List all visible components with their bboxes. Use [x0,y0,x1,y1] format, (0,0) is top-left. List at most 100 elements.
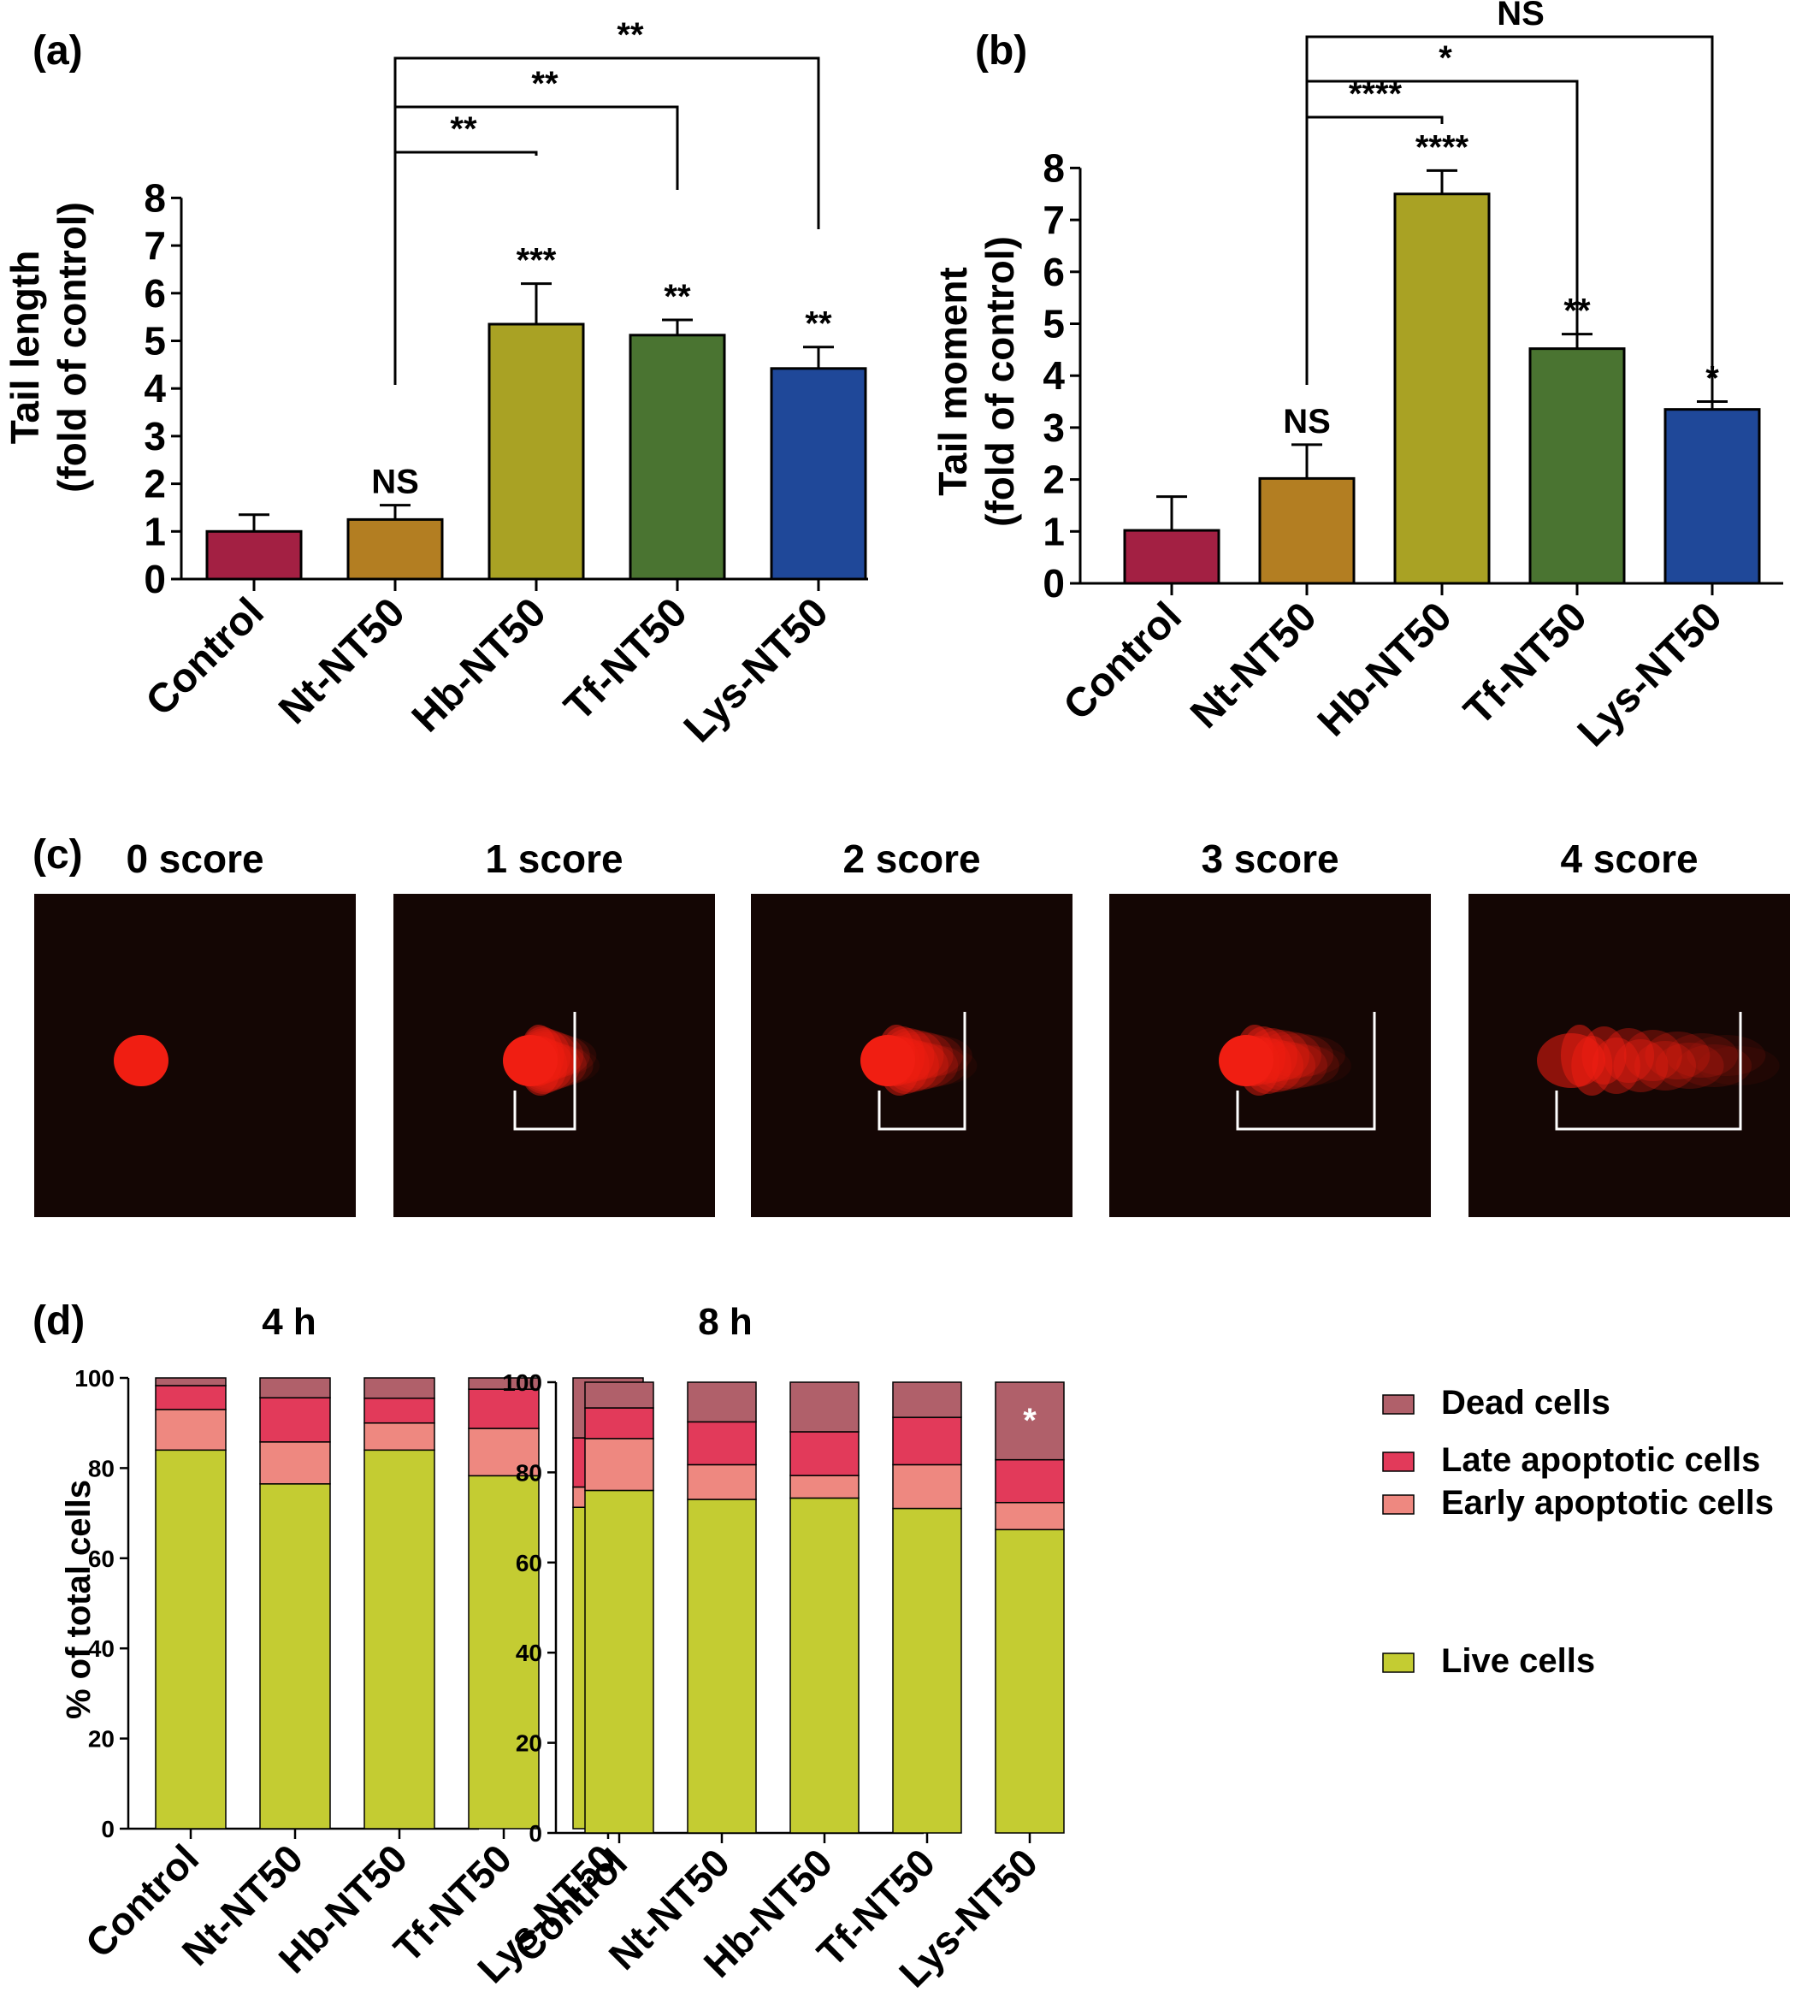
comet-tail [1676,1044,1752,1087]
y-tick-label: 8 [144,175,166,220]
comet-tail [1697,1046,1780,1085]
bar [1528,347,1626,585]
y-tick-label: 20 [516,1730,542,1757]
comparison-label: ** [531,65,558,103]
comparison-label: ** [450,110,477,148]
bar-segment-early [259,1441,331,1485]
bar [1393,192,1491,585]
comet-tail [1259,1043,1327,1089]
score-bracket [513,1012,576,1131]
bar-segment-live [363,1449,435,1830]
comet-tail [1645,1032,1711,1079]
bar-segment-late [687,1421,757,1466]
bar-segment-live [259,1483,331,1830]
comet-head [860,1035,915,1086]
bar-segment-early [584,1438,654,1492]
bar-segment-dead [789,1381,860,1433]
comet-tail [895,1046,978,1085]
comet-head [114,1035,168,1086]
y-tick-label: 0 [144,557,166,601]
bar-segment-dead [995,1381,1065,1461]
y-tick-label: 3 [1043,405,1065,450]
bar-segment-early [363,1422,435,1451]
comet-image [34,894,356,1217]
y-tick-label: 100 [74,1365,115,1392]
y-tick-label: 1 [144,509,166,553]
comet-images: 0 score 1 score 2 score 3 score 4 score [34,837,1790,1217]
y-tick-label: 80 [88,1455,115,1481]
y-tick-label: 8 [1043,145,1065,190]
bar-segment-live [995,1528,1065,1834]
comet-tail [1269,1046,1351,1085]
legend-swatch-live [1382,1652,1415,1673]
bar-segment-dead [892,1381,962,1418]
panel-a-ylabel-line2: (fold of control) [50,202,94,493]
score-bracket [878,1012,966,1131]
y-tick-label: 2 [1043,458,1065,502]
bar [346,517,444,581]
legend-swatch-dead [1382,1394,1415,1415]
y-tick-label: 5 [144,319,166,364]
bar-segment-dead [363,1377,435,1399]
panel-b-ylabel-line2: (fold of control) [978,236,1022,527]
score-bracket [1555,1012,1742,1131]
comet-tail [1267,1035,1345,1076]
bar-segment-dead [584,1381,654,1409]
panel-c-label: (c) [32,832,83,878]
y-tick-label: 7 [144,223,166,268]
comet-tail [1264,1044,1339,1087]
panel-a-ylabel-line1: Tail length [3,251,47,445]
y-tick-label: 6 [1043,250,1065,294]
comparison-label: NS [1497,0,1545,33]
score-bracket [1236,1012,1376,1131]
comet-head [1537,1033,1605,1088]
y-tick-label: 4 [1043,353,1065,398]
bar-segment-late [995,1458,1065,1504]
chart-title: 8 h [698,1301,753,1343]
bar-segment-early [892,1463,962,1510]
y-tick-label: 7 [1043,198,1065,242]
y-tick-label: 0 [529,1820,542,1847]
bar-segment-live [584,1489,654,1834]
bar-segment-dead [155,1377,227,1386]
comet-tail [1592,1038,1640,1094]
comparison-bracket [1305,35,1714,400]
panel-d-ylabel: % of total cells [60,1480,98,1719]
comet-tail [1613,1039,1669,1092]
comet-image [1468,894,1790,1217]
y-tick-label: 80 [516,1459,542,1486]
legend-label-live: Live cells [1441,1642,1595,1680]
panel-d-label: (d) [32,1298,85,1344]
legend-label-dead: Dead cells [1441,1384,1610,1422]
significance-label: **** [1415,128,1469,166]
comet-head [503,1035,558,1086]
significance-label: * [1023,1402,1037,1440]
bar-segment-late [155,1385,227,1410]
panel-a-label: (a) [32,28,83,74]
significance-label: NS [371,464,419,501]
legend-label-early: Early apoptotic cells [1441,1484,1774,1522]
significance-label: *** [517,242,557,280]
bar-segment-dead [687,1381,757,1423]
y-tick-label: 5 [1043,302,1065,346]
y-tick-label: 6 [144,271,166,316]
comparison-label: * [1439,39,1452,77]
bar-segment-live [789,1497,860,1834]
bar-segment-live [687,1499,757,1834]
y-tick-label: 0 [1043,561,1065,606]
bar-segment-early [995,1501,1065,1531]
bar-segment-live [468,1475,540,1830]
bar [770,367,867,581]
bar-segment-dead [259,1377,331,1398]
comparison-bracket [393,56,820,385]
comet-tail [1262,1033,1333,1078]
image-title: 4 score [1560,837,1698,881]
bar [205,529,303,581]
y-tick-label: 1 [1043,509,1065,553]
bar-segment-late [789,1431,860,1476]
y-tick-label: 40 [88,1635,115,1662]
image-title: 1 score [485,837,623,881]
comparison-label: ** [617,16,644,54]
image-title: 3 score [1201,837,1338,881]
significance-label: NS [1283,403,1331,440]
